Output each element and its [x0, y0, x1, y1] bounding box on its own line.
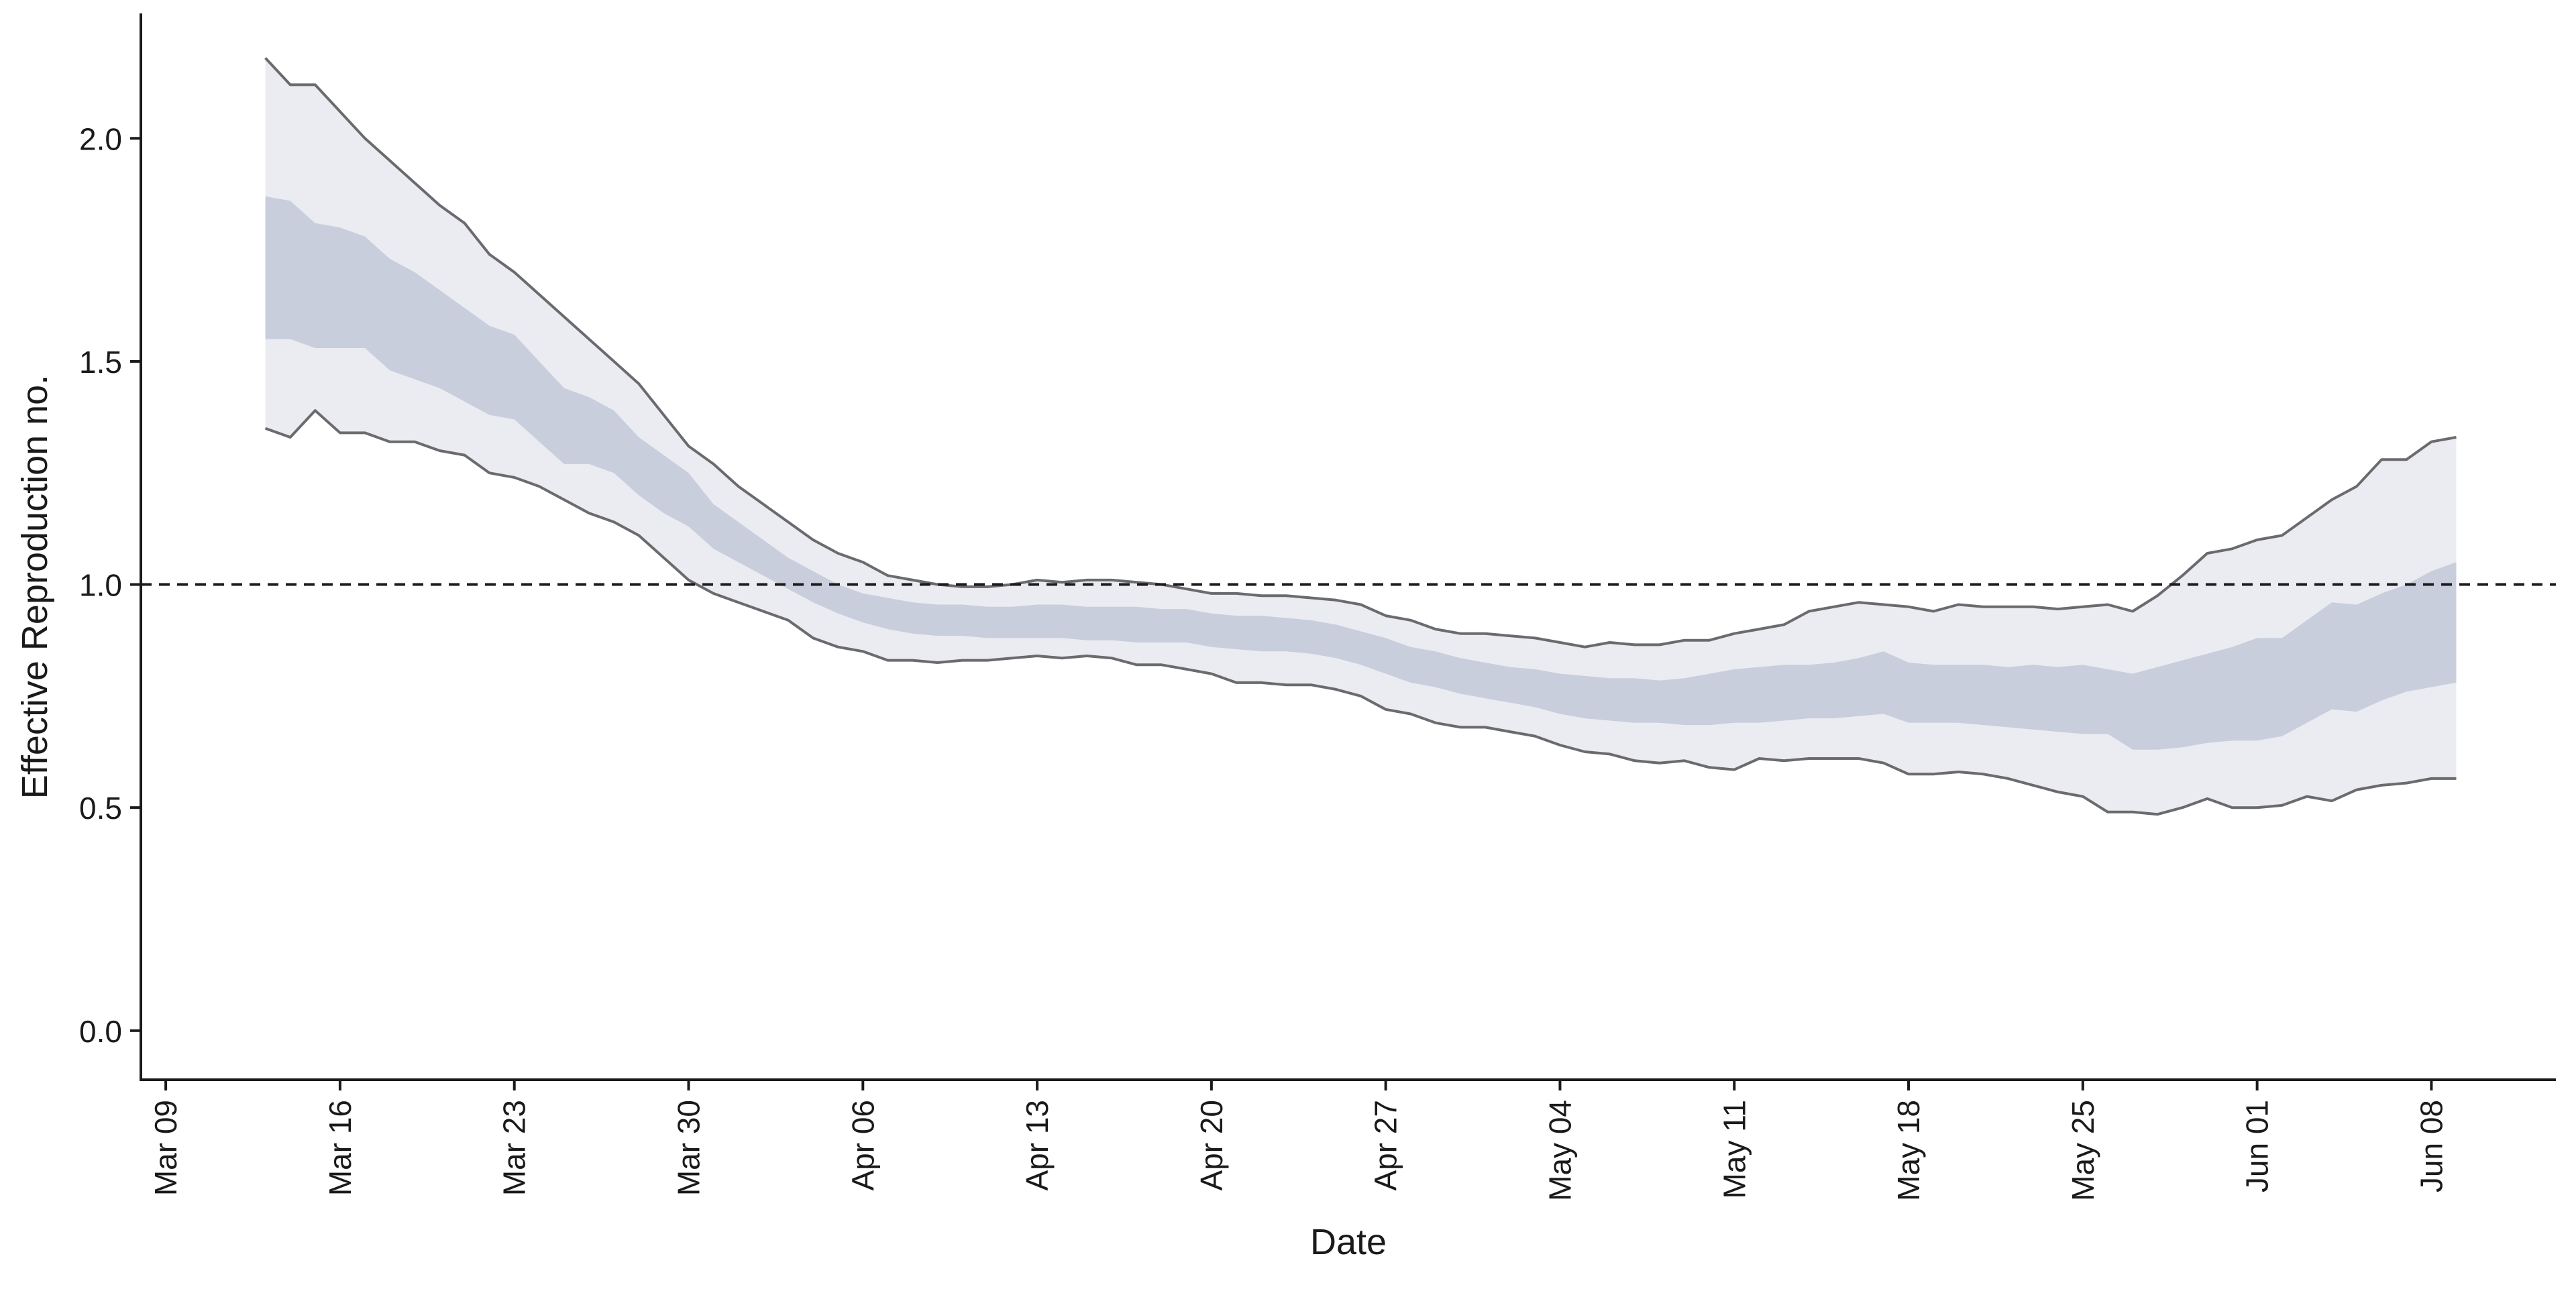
x-tick-label: Mar 16 — [323, 1100, 358, 1196]
x-tick-label: Apr 20 — [1194, 1100, 1229, 1191]
x-tick-label: May 11 — [1717, 1100, 1752, 1198]
axes-layer — [130, 13, 2556, 1090]
bands-layer — [265, 58, 2457, 815]
x-tick-label: May 18 — [1891, 1100, 1926, 1201]
upper-bound-line — [264, 57, 2457, 649]
y-tick-label: 2.0 — [79, 121, 122, 156]
y-tick-label: 1.0 — [79, 568, 122, 603]
y-tick-label: 0.5 — [79, 791, 122, 826]
lower-bound-line — [264, 409, 2457, 816]
labels-layer: Date Effective Reproduction no. 0.0 0.5 1.… — [15, 121, 2449, 1262]
x-tick-label: Apr 27 — [1368, 1100, 1403, 1191]
x-tick-label: Mar 23 — [497, 1100, 532, 1196]
x-tick-label: Apr 06 — [845, 1100, 880, 1191]
y-tick-label: 1.5 — [79, 345, 122, 380]
lines-layer — [141, 57, 2556, 816]
x-tick-label: May 04 — [1543, 1100, 1578, 1201]
y-tick-label: 0.0 — [79, 1014, 122, 1049]
x-axis-title: Date — [1310, 1222, 1387, 1262]
x-tick-label: Jun 08 — [2414, 1100, 2449, 1192]
credible-interval-95-band — [265, 58, 2457, 815]
x-tick-label: Mar 30 — [672, 1100, 706, 1196]
x-tick-label: Apr 13 — [1020, 1100, 1055, 1191]
x-tick-label: May 25 — [2065, 1100, 2100, 1201]
x-tick-label: Jun 01 — [2240, 1100, 2275, 1192]
credible-interval-50-band — [265, 196, 2457, 750]
x-tick-label: Mar 09 — [148, 1100, 183, 1196]
y-axis-title: Effective Reproduction no. — [15, 375, 55, 799]
